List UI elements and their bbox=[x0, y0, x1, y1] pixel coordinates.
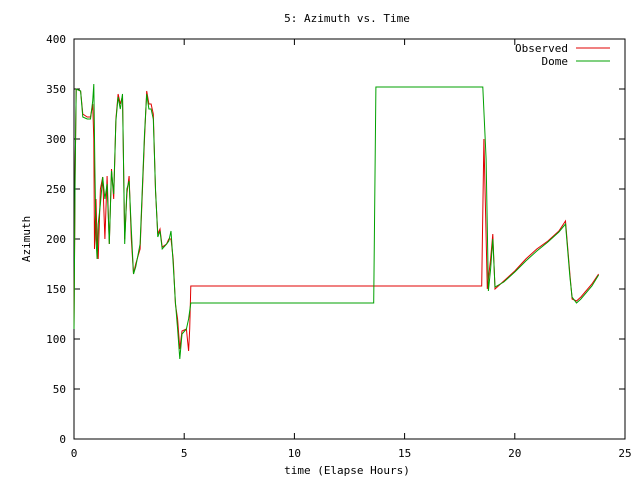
y-tick-label: 250 bbox=[46, 183, 66, 196]
y-tick-label: 350 bbox=[46, 83, 66, 96]
x-axis-label: time (Elapse Hours) bbox=[284, 464, 410, 477]
x-tick-label: 10 bbox=[288, 447, 301, 460]
series-line-dome bbox=[73, 83, 600, 360]
y-tick-label: 200 bbox=[46, 233, 66, 246]
series-line-observed bbox=[73, 88, 600, 352]
y-axis-label: Azimuth bbox=[20, 216, 33, 262]
series-layer bbox=[73, 83, 600, 360]
y-tick-label: 0 bbox=[59, 433, 66, 446]
x-tick-label: 0 bbox=[71, 447, 78, 460]
x-tick-label: 20 bbox=[508, 447, 521, 460]
y-tick-label: 50 bbox=[53, 383, 66, 396]
y-tick-label: 150 bbox=[46, 283, 66, 296]
legend-label-observed: Observed bbox=[515, 42, 568, 55]
x-tick-label: 25 bbox=[618, 447, 631, 460]
y-tick-label: 100 bbox=[46, 333, 66, 346]
legend-label-dome: Dome bbox=[542, 55, 569, 68]
x-tick-label: 15 bbox=[398, 447, 411, 460]
x-tick-label: 5 bbox=[181, 447, 188, 460]
axis-ticks: 0 50 100 150 200 250 300 350 400 0 5 10 15 20 25 bbox=[46, 33, 632, 460]
chart-title: 5: Azimuth vs. Time bbox=[284, 12, 410, 25]
plot-frame bbox=[73, 38, 626, 440]
y-tick-label: 300 bbox=[46, 133, 66, 146]
y-tick-label: 400 bbox=[46, 33, 66, 46]
